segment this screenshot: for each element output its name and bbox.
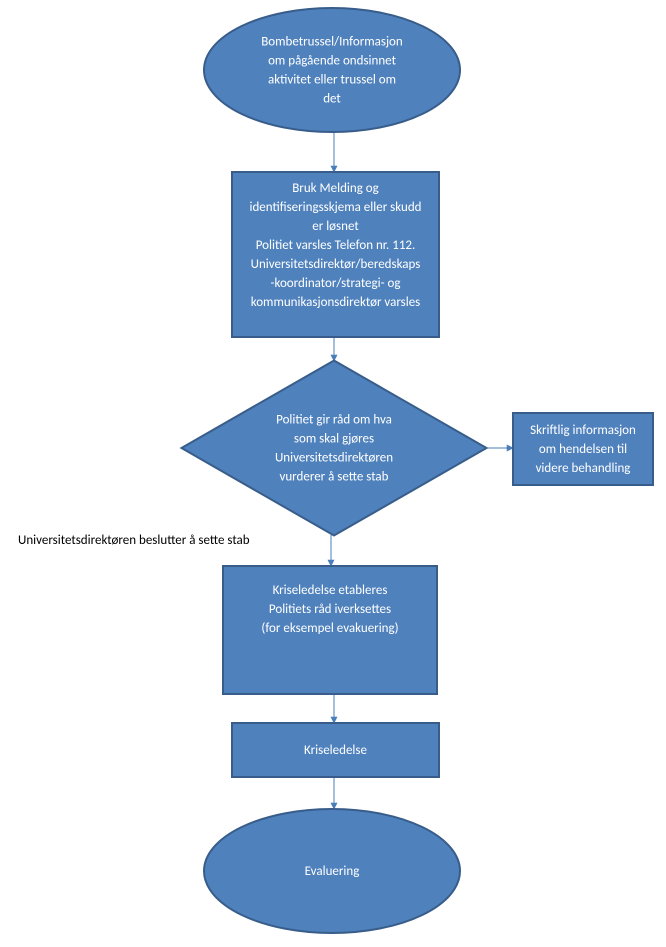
node-side: Skriftlig informasjonom hendelsen tilvid… xyxy=(513,413,653,485)
shape-decision xyxy=(182,361,487,536)
text-report: Bruk Melding ogidentifiseringsskjema ell… xyxy=(249,181,421,310)
node-decision: Politiet gir råd om hvasom skal gjøresUn… xyxy=(182,361,487,536)
node-report: Bruk Melding ogidentifiseringsskjema ell… xyxy=(232,172,439,337)
node-decision_label: Universitetsdirektøren beslutter å sette… xyxy=(18,533,250,548)
node-crisis_mgmt: Kriseledelse xyxy=(232,723,439,777)
shape-start xyxy=(204,8,460,132)
node-eval: Evaluering xyxy=(204,809,460,933)
text-crisis_est: Kriseledelse etableresPolitiets råd iver… xyxy=(261,583,398,636)
node-start: Bombetrussel/Informasjonom pågående onds… xyxy=(204,8,460,132)
shape-report xyxy=(232,172,439,337)
text-side: Skriftlig informasjonom hendelsen tilvid… xyxy=(530,423,636,476)
text-eval: Evaluering xyxy=(305,864,360,879)
node-crisis_est: Kriseledelse etableresPolitiets råd iver… xyxy=(223,566,437,694)
text-crisis_mgmt: Kriseledelse xyxy=(304,743,367,758)
label-decision_label: Universitetsdirektøren beslutter å sette… xyxy=(18,533,250,548)
